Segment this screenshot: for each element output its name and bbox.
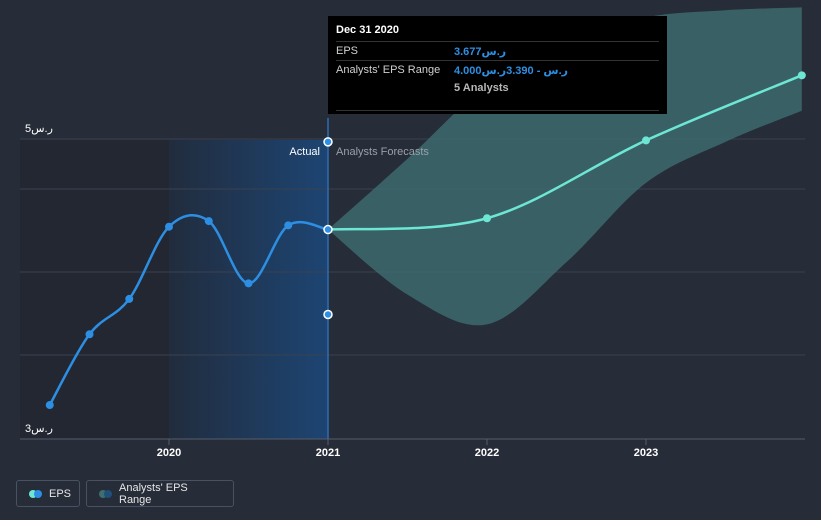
eps-tooltip: Dec 31 2020 EPS 3.677ر.س Analysts' EPS R… [328, 16, 667, 114]
y-tick-label-top: 5ر.س [25, 123, 53, 135]
actual-eps-point [125, 294, 134, 303]
tooltip-range-label: Analysts' EPS Range [336, 64, 441, 76]
forecast-eps-point [642, 136, 650, 145]
tooltip-eps-label: EPS [336, 45, 359, 57]
highlight-region [169, 140, 328, 439]
tooltip-eps-value: 3.677ر.س [454, 46, 507, 58]
tooltip-analysts: 5 Analysts [454, 82, 509, 94]
actual-region-label: Actual [289, 146, 320, 158]
tooltip-range-value: 4.000ر.س - 3.390ر.س [454, 65, 568, 77]
tooltip-eps-row: EPS 3.677ر.س [336, 41, 659, 60]
x-axis-ticks: 2020 2021 2022 2023 [157, 439, 658, 459]
forecast-eps-point [797, 71, 806, 80]
forecast-eps-point [483, 214, 491, 223]
x-tick-label: 2020 [157, 447, 181, 459]
legend-range-label: Analysts' EPS Range [119, 481, 188, 506]
legend-range-button[interactable]: Analysts' EPS Range [86, 480, 234, 507]
range-bound-point [323, 137, 333, 147]
x-tick-label: 2022 [475, 447, 499, 459]
range-bound-point [323, 309, 333, 320]
legend-eps-button[interactable]: EPS [16, 480, 80, 507]
selected-eps-point [323, 224, 333, 235]
tooltip-range-row: Analysts' EPS Range 4.000ر.س - 3.390ر.س [336, 60, 659, 79]
x-tick-label: 2023 [634, 447, 658, 459]
legend-eps-label: EPS [49, 487, 72, 500]
x-tick-label: 2021 [316, 447, 340, 459]
actual-eps-point [284, 221, 293, 230]
actual-eps-point [244, 279, 253, 288]
forecast-eps-range-band [328, 7, 802, 326]
tooltip-date: Dec 31 2020 [336, 24, 399, 36]
eps-legend-icon [29, 489, 42, 498]
range-legend-icon [99, 489, 112, 498]
tooltip-analysts-row: 5 Analysts [336, 79, 659, 96]
actual-eps-point [165, 222, 173, 231]
actual-eps-point [204, 217, 213, 226]
actual-eps-point [45, 401, 54, 410]
forecast-region-label: Analysts Forecasts [336, 146, 429, 158]
y-tick-label-bottom: 3ر.س [25, 423, 53, 435]
forecast-eps-line [327, 74, 803, 231]
actual-eps-point [85, 330, 94, 339]
eps-points [45, 71, 806, 410]
